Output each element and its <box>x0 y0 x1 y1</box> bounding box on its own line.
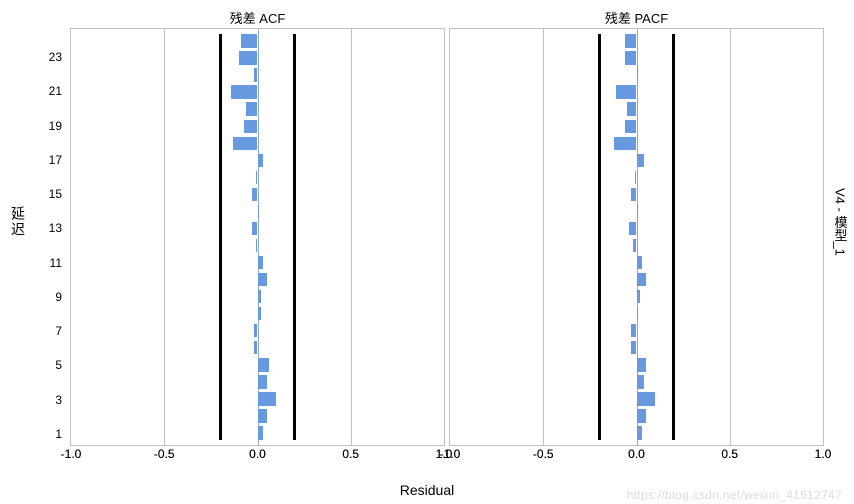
grid-line <box>730 29 731 445</box>
acf-bar <box>637 375 644 388</box>
grid-line <box>351 29 352 445</box>
x-ticks-acf: -1.0-0.50.00.51.0-1.0-0.50.00.51.0 <box>71 447 444 467</box>
x-ticks-pacf: -1.0-0.50.00.51.0-1.0-0.50.00.51.0 <box>450 447 823 467</box>
y-tick-label: 13 <box>49 221 62 235</box>
acf-bar <box>252 188 258 201</box>
right-axis-label-text: V4 - 模型_1 <box>831 188 850 256</box>
grid-line <box>164 29 165 445</box>
y-tick-label: 5 <box>55 358 62 372</box>
acf-bar <box>258 205 260 218</box>
y-axis-label: 延迟 <box>8 0 28 444</box>
acf-bar <box>637 409 646 422</box>
acf-bar <box>258 307 262 320</box>
acf-bar <box>258 358 269 371</box>
confidence-line <box>598 34 601 441</box>
acf-bar <box>254 341 258 354</box>
grid-line <box>543 29 544 445</box>
acf-bar <box>631 324 637 337</box>
acf-bar <box>637 307 639 320</box>
acf-bar <box>258 426 264 439</box>
acf-bar <box>233 137 257 150</box>
acf-bar <box>246 102 257 115</box>
x-tick-label: 0.5 <box>342 447 359 461</box>
y-tick-label: 21 <box>49 84 62 98</box>
acf-bar <box>254 68 258 81</box>
acf-bar <box>633 239 637 252</box>
acf-bar <box>239 51 258 64</box>
acf-bar <box>258 409 267 422</box>
acf-bar <box>625 51 636 64</box>
y-axis-label-text: 延迟 <box>8 206 28 238</box>
acf-bar <box>258 256 264 269</box>
y-axis-ticks: 1357911131517192123 <box>34 28 66 446</box>
acf-bar <box>258 154 264 167</box>
y-tick-label: 17 <box>49 153 62 167</box>
y-tick-label: 15 <box>49 187 62 201</box>
acf-bar <box>254 324 258 337</box>
acf-bar <box>629 222 636 235</box>
y-tick-label: 23 <box>49 50 62 64</box>
x-tick-label: 0.0 <box>249 447 266 461</box>
panels-row: 残差 ACF -1.0-0.50.00.51.0-1.0-0.50.00.51.… <box>70 8 824 446</box>
acf-bar <box>637 290 641 303</box>
panel-acf-title: 残差 ACF <box>70 8 445 27</box>
acf-bar <box>625 34 636 47</box>
panel-pacf-title: 残差 PACF <box>449 8 824 27</box>
acf-bar <box>637 154 644 167</box>
acf-bar <box>635 171 637 184</box>
acf-bar <box>258 290 262 303</box>
x-tick-label: 0.0 <box>628 447 645 461</box>
watermark-text: https://blog.csdn.net/weixin_41512747 <box>627 488 842 502</box>
acf-bar <box>258 375 267 388</box>
plot-area-acf: -1.0-0.50.00.51.0-1.0-0.50.00.51.0 <box>70 28 445 446</box>
acf-bar <box>627 102 636 115</box>
confidence-line <box>293 34 296 441</box>
acf-bar <box>637 68 638 81</box>
x-tick-label: -0.5 <box>533 447 554 461</box>
acf-bar <box>637 205 638 218</box>
acf-bar <box>631 188 637 201</box>
plot-area-pacf: -1.0-0.50.00.51.0-1.0-0.50.00.51.0 <box>449 28 824 446</box>
confidence-line <box>672 34 675 441</box>
acf-bar <box>258 392 277 405</box>
acf-bar <box>637 256 643 269</box>
y-tick-label: 11 <box>50 256 62 270</box>
acf-bar <box>637 273 646 286</box>
x-tick-label: -1.0 <box>440 447 461 461</box>
acf-bar <box>252 222 258 235</box>
x-tick-label: -0.5 <box>154 447 175 461</box>
acf-bar <box>625 120 636 133</box>
y-tick-label: 3 <box>55 393 62 407</box>
x-tick-label: -1.0 <box>61 447 82 461</box>
x-tick-label: 1.0 <box>815 447 832 461</box>
confidence-line <box>219 34 222 441</box>
acf-bar <box>241 34 258 47</box>
acf-bar <box>637 392 656 405</box>
chart-container: 延迟 V4 - 模型_1 1357911131517192123 残差 ACF … <box>0 0 854 504</box>
y-tick-label: 7 <box>55 324 62 338</box>
panel-pacf: 残差 PACF -1.0-0.50.00.51.0-1.0-0.50.00.51… <box>449 8 824 446</box>
acf-bar <box>231 85 257 98</box>
y-tick-label: 19 <box>49 119 62 133</box>
acf-bar <box>614 137 636 150</box>
acf-bar <box>244 120 257 133</box>
right-axis-label: V4 - 模型_1 <box>830 0 850 444</box>
acf-bar <box>256 171 258 184</box>
acf-bar <box>637 358 646 371</box>
x-tick-label: 0.5 <box>721 447 738 461</box>
acf-bar <box>258 273 267 286</box>
y-tick-label: 9 <box>55 290 62 304</box>
acf-bar <box>631 341 637 354</box>
acf-bar <box>637 426 643 439</box>
y-tick-label: 1 <box>55 427 62 441</box>
acf-bar <box>616 85 637 98</box>
panel-acf: 残差 ACF -1.0-0.50.00.51.0-1.0-0.50.00.51.… <box>70 8 445 446</box>
acf-bar <box>256 239 258 252</box>
